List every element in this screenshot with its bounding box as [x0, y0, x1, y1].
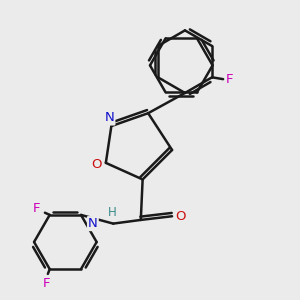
Text: O: O — [175, 210, 185, 223]
Text: F: F — [226, 73, 233, 85]
Text: F: F — [42, 277, 50, 290]
Text: H: H — [108, 206, 117, 219]
Text: N: N — [105, 112, 114, 124]
Text: N: N — [88, 217, 98, 230]
Text: F: F — [32, 202, 40, 215]
Text: O: O — [92, 158, 102, 171]
